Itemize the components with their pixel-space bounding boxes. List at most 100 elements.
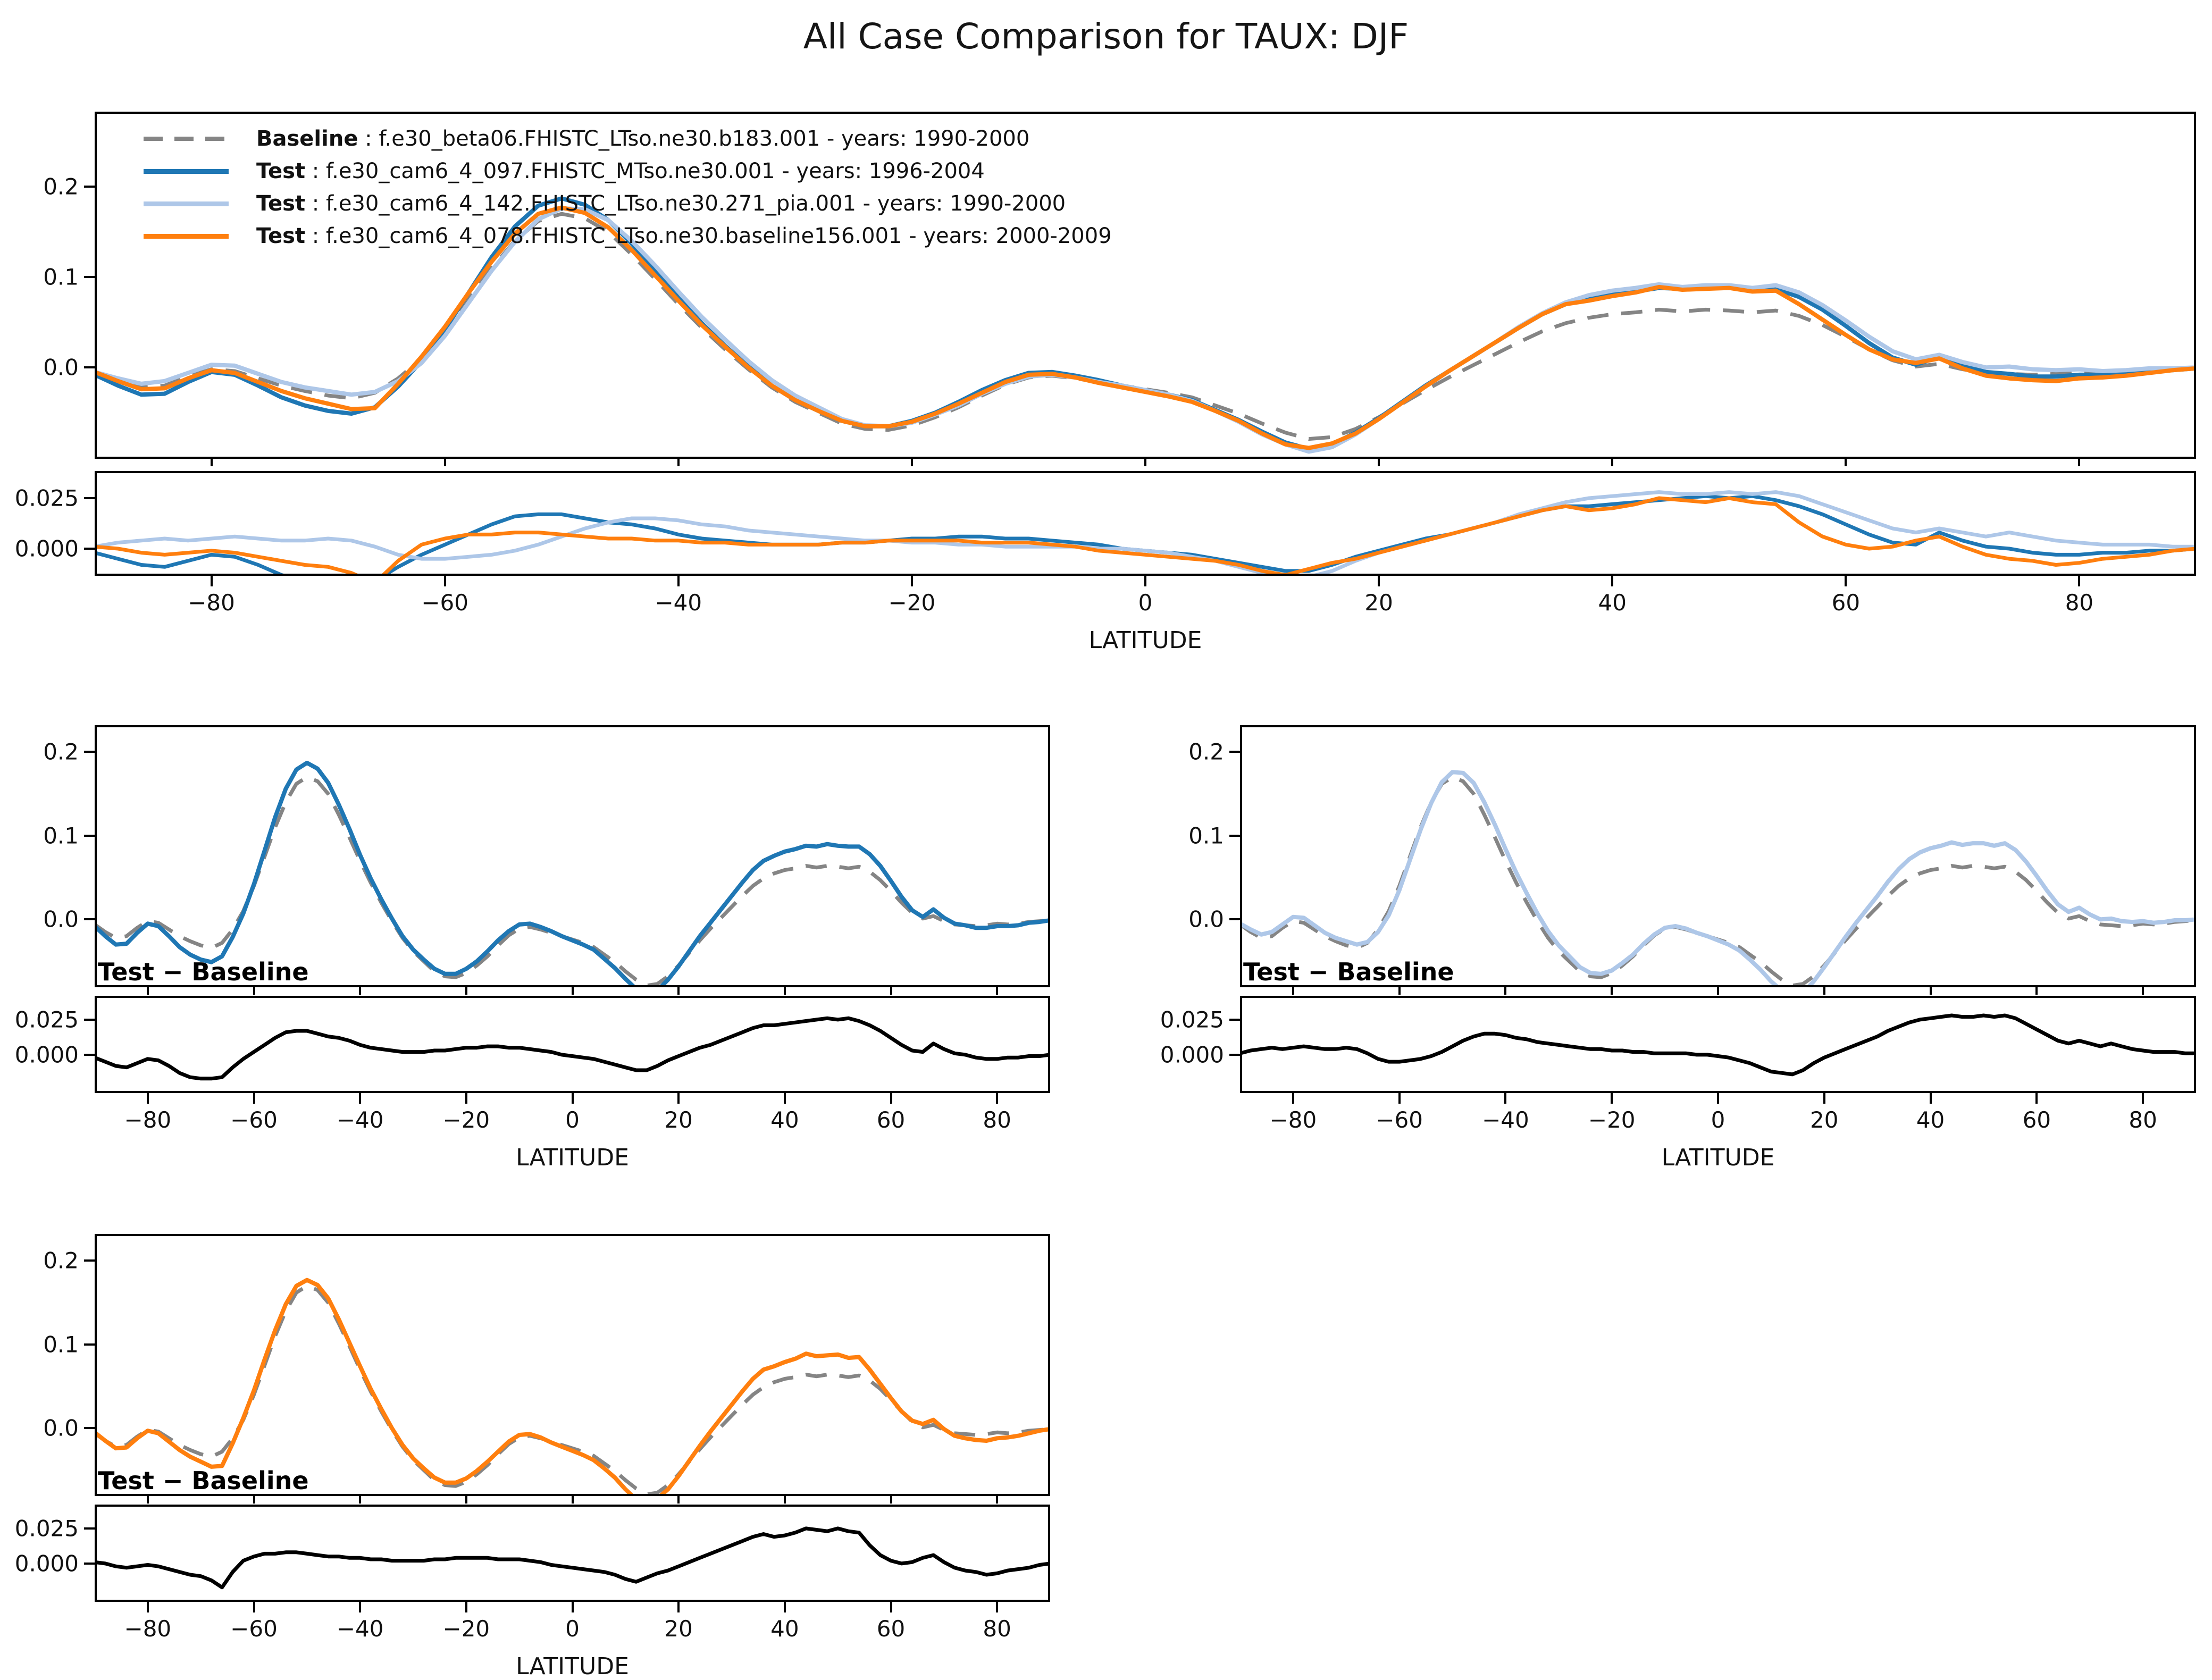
y-tick-mark bbox=[1229, 751, 1240, 753]
x-tick-label: −80 bbox=[188, 590, 235, 616]
x-tick-mark bbox=[253, 987, 255, 995]
panel-border bbox=[95, 1505, 1050, 1602]
figure-title: All Case Comparison for TAUX: DJF bbox=[803, 16, 1409, 57]
test1-diff-line bbox=[95, 494, 2196, 576]
x-tick-mark bbox=[677, 1093, 680, 1104]
x-tick-label: −80 bbox=[1269, 1107, 1317, 1133]
x-tick-label: −60 bbox=[230, 1616, 278, 1642]
test-line-swatch bbox=[144, 233, 229, 239]
main-panel-svg bbox=[95, 1234, 1050, 1496]
x-tick-label: 0 bbox=[565, 1616, 580, 1642]
x-tick-mark bbox=[1823, 987, 1825, 995]
x-tick-label: 20 bbox=[664, 1616, 693, 1642]
x-tick-mark bbox=[783, 1602, 786, 1612]
x-tick-mark bbox=[146, 1602, 149, 1612]
y-tick-mark bbox=[84, 366, 95, 369]
legend-entry-text: Test : f.e30_cam6_4_078.FHISTC_LTso.ne30… bbox=[256, 224, 1112, 248]
x-tick-mark bbox=[1611, 1093, 1613, 1104]
diff-annotation: Test − Baseline bbox=[98, 957, 309, 986]
x-tick-mark bbox=[1845, 459, 1847, 466]
x-axis-label: LATITUDE bbox=[1661, 1144, 1775, 1171]
x-tick-mark bbox=[1292, 987, 1294, 995]
x-tick-mark bbox=[1611, 576, 1614, 586]
x-tick-mark bbox=[890, 1093, 892, 1104]
x-tick-label: 80 bbox=[983, 1107, 1011, 1133]
x-tick-label: 0 bbox=[1711, 1107, 1725, 1133]
legend-entry-text: Test : f.e30_cam6_4_097.FHISTC_MTso.ne30… bbox=[256, 159, 985, 183]
test3-line bbox=[95, 1278, 1050, 1496]
x-tick-mark bbox=[677, 987, 680, 995]
panel-border bbox=[95, 996, 1050, 1093]
legend-row: Test : f.e30_cam6_4_097.FHISTC_MTso.ne30… bbox=[144, 156, 985, 186]
y-tick-label: 0.2 bbox=[43, 173, 79, 200]
test3-diff-line bbox=[95, 1526, 1050, 1590]
y-tick-label: 0.000 bbox=[14, 535, 79, 562]
x-tick-mark bbox=[1398, 1093, 1401, 1104]
legend-entry-text: Baseline : f.e30_beta06.FHISTC_LTso.ne30… bbox=[256, 127, 1030, 151]
x-tick-mark bbox=[996, 1496, 999, 1503]
x-tick-mark bbox=[1611, 987, 1613, 995]
x-tick-mark bbox=[783, 1496, 786, 1503]
y-tick-mark bbox=[84, 1053, 95, 1056]
y-tick-mark bbox=[1229, 1053, 1240, 1056]
x-tick-mark bbox=[783, 987, 786, 995]
test2-line bbox=[1240, 770, 2196, 987]
diff-panel-svg bbox=[1240, 996, 2196, 1093]
x-tick-mark bbox=[1378, 576, 1380, 586]
y-tick-label: 0.025 bbox=[1160, 1006, 1224, 1033]
x-tick-label: 60 bbox=[2022, 1107, 2051, 1133]
x-tick-mark bbox=[890, 1602, 892, 1612]
x-tick-label: 40 bbox=[1916, 1107, 1945, 1133]
x-tick-label: 60 bbox=[876, 1616, 906, 1642]
x-tick-mark bbox=[1845, 576, 1847, 586]
x-tick-mark bbox=[465, 1602, 467, 1612]
x-tick-label: 60 bbox=[876, 1107, 906, 1133]
x-tick-label: −20 bbox=[442, 1107, 490, 1133]
legend-row: Test : f.e30_cam6_4_078.FHISTC_LTso.ne30… bbox=[144, 221, 1112, 251]
x-tick-mark bbox=[890, 987, 892, 995]
x-tick-mark bbox=[359, 1602, 362, 1612]
x-tick-mark bbox=[1292, 1093, 1294, 1104]
x-tick-label: 20 bbox=[1364, 590, 1393, 616]
y-tick-label: 0.025 bbox=[14, 1515, 79, 1542]
x-tick-mark bbox=[1611, 459, 1614, 466]
x-tick-mark bbox=[783, 1093, 786, 1104]
y-tick-mark bbox=[84, 1562, 95, 1565]
x-tick-mark bbox=[443, 459, 446, 466]
y-tick-mark bbox=[84, 497, 95, 499]
x-tick-mark bbox=[2078, 576, 2081, 586]
diff-panel-svg bbox=[95, 996, 1050, 1093]
x-axis-label: LATITUDE bbox=[1088, 627, 1202, 654]
x-tick-mark bbox=[677, 576, 680, 586]
test2-diff-line bbox=[1240, 1013, 2196, 1077]
y-tick-mark bbox=[1229, 918, 1240, 921]
panel-border bbox=[95, 1234, 1050, 1496]
y-tick-label: 0.025 bbox=[14, 1006, 79, 1033]
x-tick-label: 0 bbox=[1138, 590, 1153, 616]
test-line-swatch bbox=[144, 169, 229, 174]
x-tick-mark bbox=[253, 1496, 255, 1503]
main-panel-svg bbox=[95, 725, 1050, 987]
x-tick-mark bbox=[359, 1093, 362, 1104]
test3-line bbox=[95, 205, 2196, 450]
x-tick-label: −40 bbox=[655, 590, 702, 616]
y-tick-label: 0.1 bbox=[43, 822, 79, 849]
x-tick-mark bbox=[210, 576, 213, 586]
x-tick-mark bbox=[571, 1496, 574, 1503]
x-tick-mark bbox=[1144, 576, 1146, 586]
y-tick-label: 0.0 bbox=[43, 1415, 79, 1441]
x-tick-label: −20 bbox=[1588, 1107, 1636, 1133]
y-tick-mark bbox=[84, 1427, 95, 1430]
x-tick-mark bbox=[1929, 987, 1932, 995]
y-tick-label: 0.000 bbox=[14, 1550, 79, 1577]
x-tick-mark bbox=[996, 987, 999, 995]
x-tick-mark bbox=[2142, 1093, 2144, 1104]
x-tick-label: 60 bbox=[1831, 590, 1861, 616]
y-tick-label: 0.1 bbox=[1188, 822, 1224, 849]
y-tick-mark bbox=[84, 751, 95, 753]
panel-border bbox=[95, 112, 2196, 459]
x-tick-mark bbox=[1504, 1093, 1507, 1104]
x-tick-mark bbox=[1398, 987, 1401, 995]
x-tick-mark bbox=[359, 1496, 362, 1503]
baseline-line bbox=[1240, 775, 2196, 987]
